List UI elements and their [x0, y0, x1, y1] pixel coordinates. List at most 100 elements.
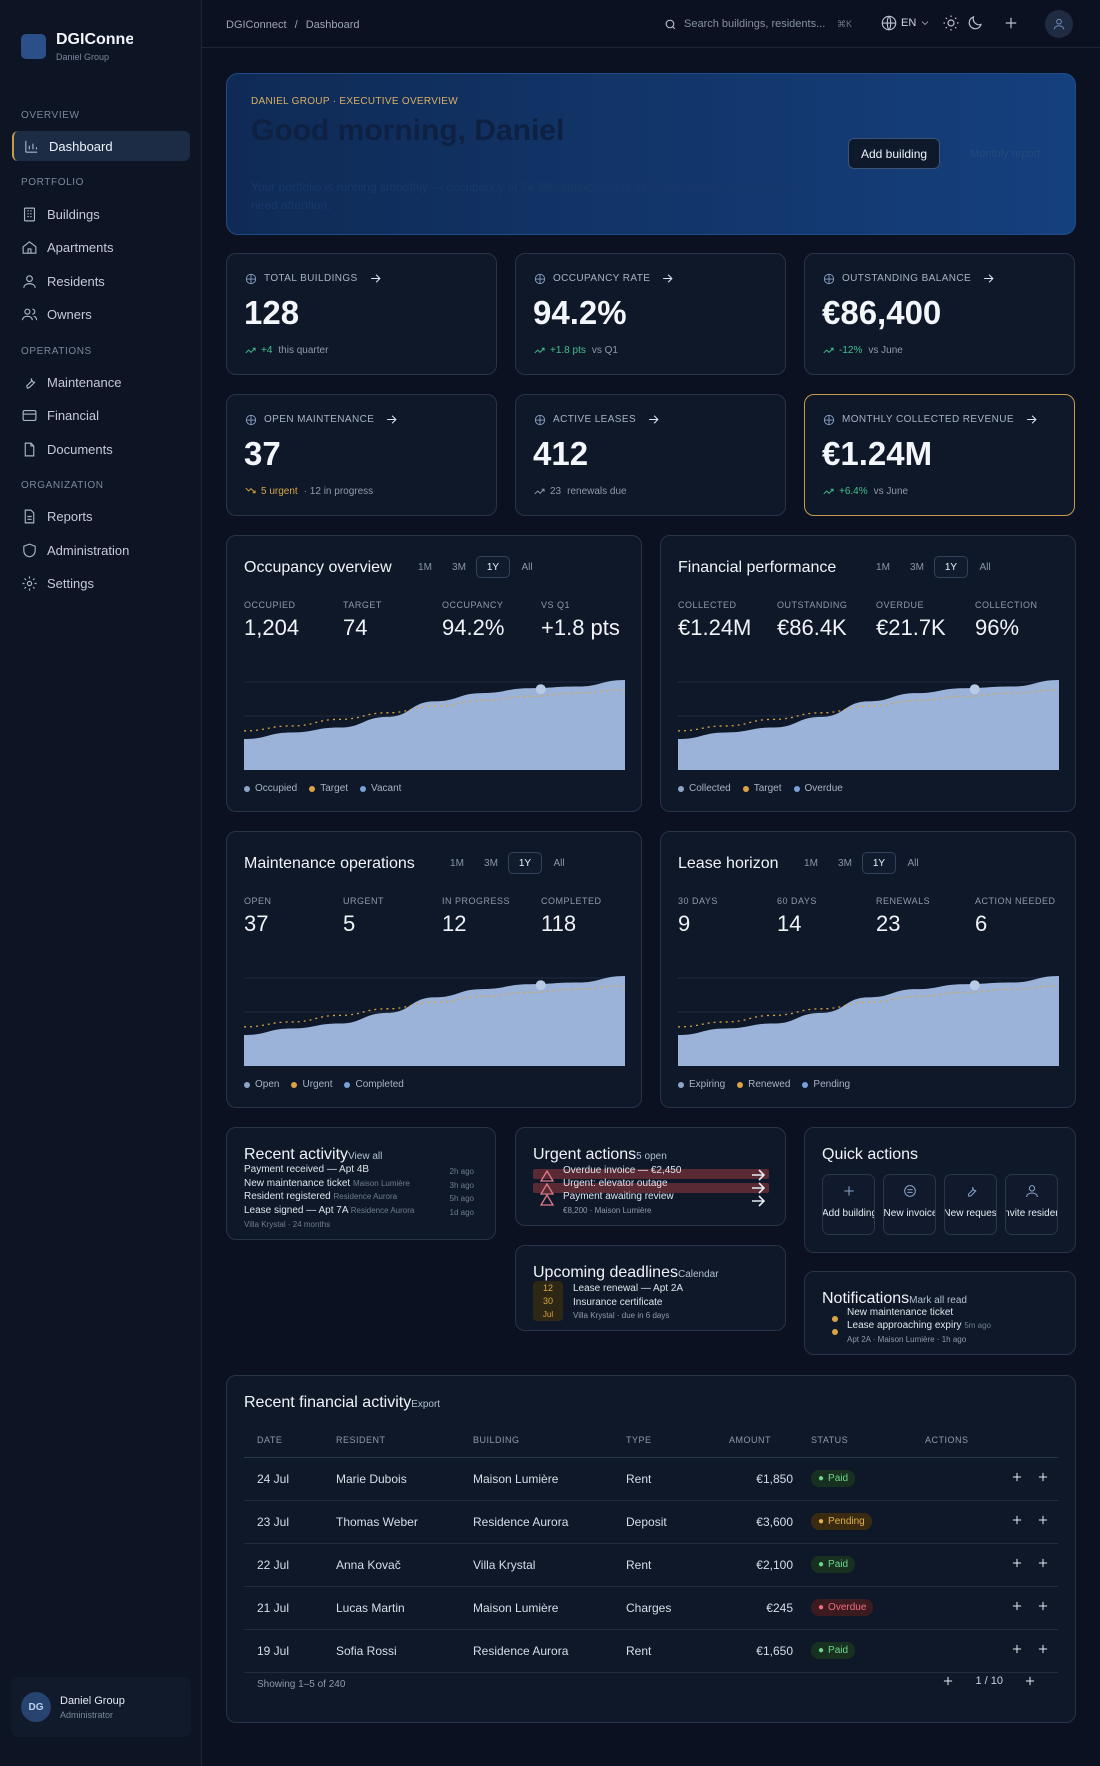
light-mode-button[interactable]: [942, 14, 960, 32]
edit-icon[interactable]: [1036, 1599, 1050, 1613]
brand[interactable]: DGIConnect Daniel Group: [21, 31, 133, 62]
deadline-item[interactable]: Insurance certificate: [573, 1297, 803, 1308]
sidebar-item-apartments[interactable]: Apartments: [12, 232, 190, 262]
activity-item[interactable]: New maintenance ticket Maison Lumière 3h …: [244, 1178, 474, 1190]
sidebar-item-settings[interactable]: Settings: [12, 568, 190, 598]
breadcrumb-root[interactable]: DGIConnect: [226, 19, 287, 31]
calendar-link[interactable]: Calendar: [677, 1269, 719, 1280]
col-type[interactable]: TYPE: [626, 1424, 706, 1458]
activity-item[interactable]: Resident registered Residence Aurora 5h a…: [244, 1191, 474, 1203]
sidebar-item-buildings[interactable]: Buildings: [12, 199, 190, 229]
export-link[interactable]: Export: [411, 1399, 441, 1410]
sidebar-item-dashboard[interactable]: Dashboard: [12, 131, 190, 161]
view-icon[interactable]: [1010, 1470, 1024, 1484]
range-3m[interactable]: 3M: [452, 561, 466, 573]
data-point-marker[interactable]: [969, 980, 980, 991]
legend-item[interactable]: Expiring: [678, 1079, 725, 1090]
arrow-right-icon[interactable]: [660, 271, 675, 286]
range-3m[interactable]: 3M: [484, 857, 498, 869]
legend-item[interactable]: Open: [244, 1079, 279, 1090]
range-all[interactable]: All: [979, 561, 991, 573]
kpi-card[interactable]: OUTSTANDING BALANCE €86,400 -12% vs June: [804, 253, 1075, 375]
sidebar-item-reports[interactable]: Reports: [12, 501, 190, 531]
deadline-item[interactable]: Lease renewal — Apt 2A: [573, 1283, 803, 1294]
quick-new-request-button[interactable]: New request: [944, 1174, 997, 1235]
edit-icon[interactable]: [1036, 1642, 1050, 1656]
sidebar-item-residents[interactable]: Residents: [12, 266, 190, 296]
kpi-card[interactable]: OPEN MAINTENANCE 37 5 urgent · 12 in pro…: [226, 394, 497, 516]
legend-item[interactable]: Urgent: [291, 1079, 332, 1090]
user-menu-button[interactable]: [1045, 10, 1073, 38]
table-row[interactable]: 24 Jul Marie Dubois Maison Lumière Rent …: [244, 1457, 1058, 1501]
dark-mode-button[interactable]: [966, 14, 984, 32]
kpi-card[interactable]: ACTIVE LEASES 412 23 renewals due: [515, 394, 786, 516]
quick-new-invoice-button[interactable]: New invoice: [883, 1174, 936, 1235]
legend-item[interactable]: Target: [309, 783, 348, 794]
range-1m[interactable]: 1M: [804, 857, 818, 869]
table-row[interactable]: 23 Jul Thomas Weber Residence Aurora Dep…: [244, 1500, 1058, 1544]
area-chart[interactable]: [244, 670, 625, 770]
sidebar-item-administration[interactable]: Administration: [12, 535, 190, 565]
data-point-marker[interactable]: [969, 684, 980, 695]
col-building[interactable]: BUILDING: [473, 1424, 626, 1458]
table-row[interactable]: 19 Jul Sofia Rossi Residence Aurora Rent…: [244, 1629, 1058, 1673]
range-3m[interactable]: 3M: [910, 561, 924, 573]
activity-item[interactable]: Lease signed — Apt 7A Residence Aurora 1d…: [244, 1205, 474, 1217]
urgent-item[interactable]: Urgent: elevator outage: [563, 1178, 773, 1189]
range-1m[interactable]: 1M: [418, 561, 432, 573]
range-1m[interactable]: 1M: [876, 561, 890, 573]
range-1y[interactable]: 1Y: [508, 852, 542, 874]
edit-icon[interactable]: [1036, 1470, 1050, 1484]
add-button[interactable]: [1002, 14, 1020, 32]
search-input[interactable]: Search buildings, residents... ⌘K: [654, 12, 862, 36]
legend-item[interactable]: Occupied: [244, 783, 297, 794]
sidebar-item-maintenance[interactable]: Maintenance: [12, 367, 190, 397]
add-building-button[interactable]: Add building: [848, 138, 941, 169]
edit-icon[interactable]: [1036, 1513, 1050, 1527]
arrow-right-icon[interactable]: [368, 271, 383, 286]
prev-page-icon[interactable]: [941, 1674, 955, 1688]
legend-item[interactable]: Vacant: [360, 783, 401, 794]
arrow-right-icon[interactable]: [384, 412, 399, 427]
quick-add-building-button[interactable]: Add building: [822, 1174, 875, 1235]
kpi-card[interactable]: OCCUPANCY RATE 94.2% +1.8 pts vs Q1: [515, 253, 786, 375]
legend-item[interactable]: Completed: [344, 1079, 404, 1090]
area-chart[interactable]: [244, 966, 625, 1066]
area-chart[interactable]: [678, 966, 1059, 1066]
sidebar-item-financial[interactable]: Financial: [12, 400, 190, 430]
legend-item[interactable]: Pending: [802, 1079, 850, 1090]
kpi-card[interactable]: MONTHLY COLLECTED REVENUE €1.24M +6.4% v…: [804, 394, 1075, 516]
table-row[interactable]: 21 Jul Lucas Martin Maison Lumière Charg…: [244, 1586, 1058, 1630]
range-all[interactable]: All: [521, 561, 533, 573]
arrow-right-icon[interactable]: [751, 1169, 765, 1207]
view-icon[interactable]: [1010, 1599, 1024, 1613]
arrow-right-icon[interactable]: [1024, 412, 1039, 427]
legend-item[interactable]: Collected: [678, 783, 731, 794]
col-status[interactable]: STATUS: [811, 1424, 925, 1458]
view-all-link[interactable]: View all: [348, 1151, 383, 1162]
arrow-right-icon[interactable]: [646, 412, 661, 427]
edit-icon[interactable]: [1036, 1556, 1050, 1570]
next-page-icon[interactable]: [1023, 1674, 1037, 1688]
legend-item[interactable]: Overdue: [793, 783, 843, 794]
sidebar-item-documents[interactable]: Documents: [12, 434, 190, 464]
kpi-card[interactable]: TOTAL BUILDINGS 128 +4 this quarter: [226, 253, 497, 375]
range-all[interactable]: All: [553, 857, 565, 869]
area-chart[interactable]: [678, 670, 1059, 770]
monthly-report-button[interactable]: Monthly report: [970, 147, 1041, 160]
col-amount[interactable]: AMOUNT: [706, 1424, 811, 1458]
quick-invite-resident-button[interactable]: Invite resident: [1005, 1174, 1058, 1235]
legend-item[interactable]: Target: [742, 783, 782, 794]
col-resident[interactable]: RESIDENT: [336, 1424, 473, 1458]
urgent-item[interactable]: Overdue invoice — €2,450: [563, 1165, 773, 1176]
user-profile[interactable]: DG Daniel Group Administrator: [11, 1677, 191, 1737]
arrow-right-icon[interactable]: [981, 271, 996, 286]
view-icon[interactable]: [1010, 1642, 1024, 1656]
urgent-item[interactable]: Payment awaiting review: [563, 1191, 773, 1202]
notification-item[interactable]: New maintenance ticket: [847, 1307, 1062, 1318]
sidebar-item-owners[interactable]: Owners: [12, 299, 190, 329]
range-1y[interactable]: 1Y: [862, 852, 896, 874]
range-3m[interactable]: 3M: [838, 857, 852, 869]
view-icon[interactable]: [1010, 1513, 1024, 1527]
range-all[interactable]: All: [907, 857, 919, 869]
